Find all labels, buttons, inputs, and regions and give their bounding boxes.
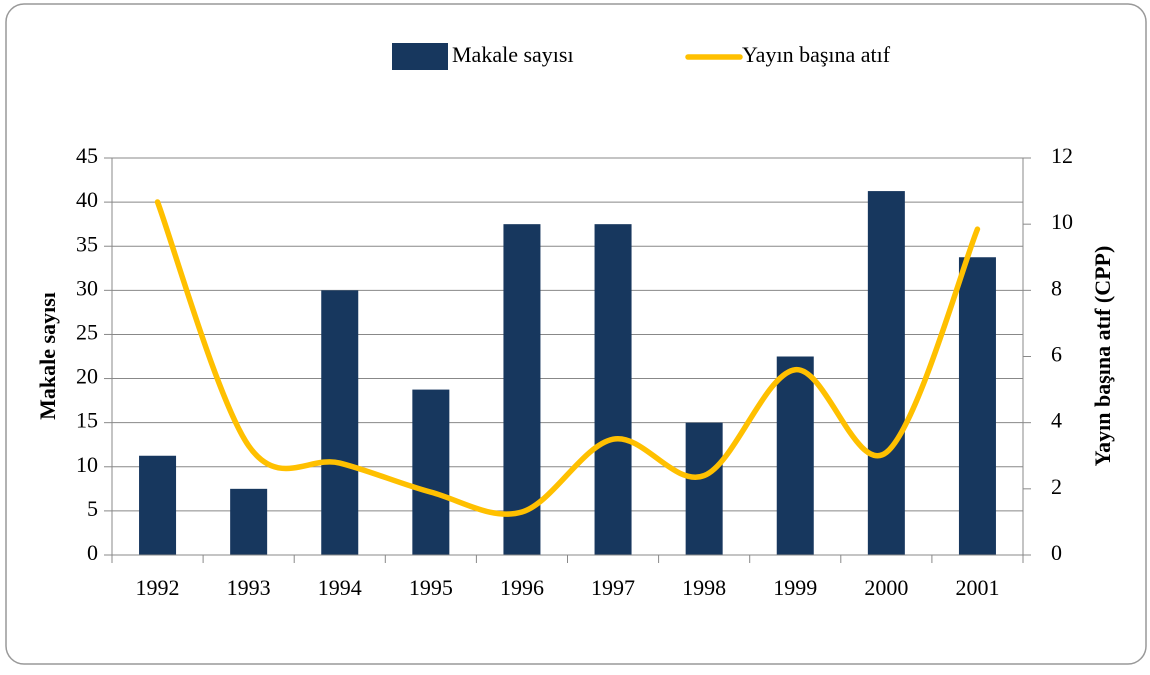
bar [867, 191, 905, 556]
legend-label: Makale sayısı [452, 42, 574, 67]
y-tick-label: 0 [87, 540, 98, 565]
y2-tick-label: 4 [1051, 408, 1062, 433]
bar [321, 290, 359, 555]
y-tick-label: 30 [76, 275, 98, 300]
bar [594, 224, 632, 555]
bar [139, 455, 177, 555]
line [154, 199, 981, 517]
y-tick-label: 40 [76, 187, 98, 212]
x-tick-label: 1998 [682, 575, 726, 600]
x-tick-label: 1993 [227, 575, 271, 600]
y-tick-label: 5 [87, 496, 98, 521]
x-tick-label: 1995 [409, 575, 453, 600]
bar [776, 356, 814, 555]
y-tick-label: 10 [76, 452, 98, 477]
bar [685, 422, 723, 555]
y2-tick-label: 12 [1051, 143, 1073, 168]
y-tick-label: 20 [76, 364, 98, 389]
y-tick-label: 15 [76, 408, 98, 433]
legend-swatch [392, 43, 448, 70]
x-tick-label: 1994 [318, 575, 362, 600]
y2-axis-title: Yayın başına atıf (CPP) [1090, 246, 1115, 467]
y-tick-label: 25 [76, 319, 98, 344]
x-tick-label: 1992 [136, 575, 180, 600]
x-tick-label: 2001 [955, 575, 999, 600]
y-tick-label: 45 [76, 143, 98, 168]
y2-tick-label: 6 [1051, 342, 1062, 367]
y-axis-title: Makale sayısı [35, 292, 60, 420]
x-tick-label: 2000 [864, 575, 908, 600]
y2-tick-label: 10 [1051, 209, 1073, 234]
bar [230, 488, 268, 555]
legend-label: Yayın başına atıf [742, 42, 891, 67]
y2-tick-label: 0 [1051, 540, 1062, 565]
bar [503, 224, 541, 555]
x-tick-label: 1999 [773, 575, 817, 600]
bar [958, 257, 996, 555]
y2-tick-label: 8 [1051, 275, 1062, 300]
bar [412, 389, 450, 555]
y2-tick-label: 2 [1051, 474, 1062, 499]
x-tick-label: 1997 [591, 575, 635, 600]
x-tick-label: 1996 [500, 575, 544, 600]
y-tick-label: 35 [76, 231, 98, 256]
